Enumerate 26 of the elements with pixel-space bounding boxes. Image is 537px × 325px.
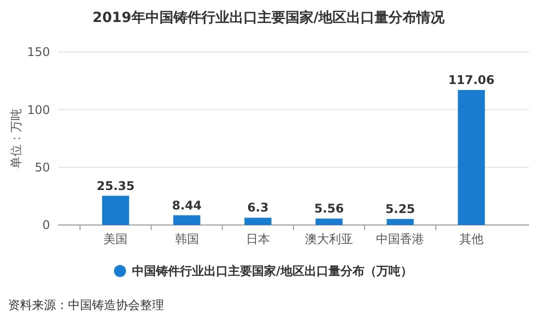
bar (316, 218, 343, 225)
x-tick-label: 中国香港 (376, 232, 424, 246)
x-tick-label: 其他 (459, 232, 484, 246)
text: 资料来源：中国铸造协会整理 (8, 298, 164, 312)
x-tick-label: 美国 (104, 232, 128, 246)
x-tick-label: 日本 (246, 232, 270, 246)
data-label: 25.35 (96, 178, 135, 193)
bar (102, 196, 130, 225)
y-tick-label: 0 (42, 218, 50, 232)
data-label: 6.3 (247, 200, 269, 215)
data-label: 8.44 (172, 198, 202, 212)
y-tick-label: 100 (27, 102, 50, 117)
bar (173, 215, 200, 225)
x-tick-label: 澳大利亚 (305, 232, 354, 246)
bar (244, 218, 272, 225)
legend-label: 中国铸件行业出口主要国家/地区出口量分布（万吨） (132, 264, 412, 278)
data-label: 117.06 (448, 72, 495, 87)
y-axis-title: 单位：万吨 (9, 108, 23, 168)
chart-title: 2019年中国铸件行业出口主要国家/地区出口量分布情况 (92, 9, 446, 26)
data-label: 5.25 (385, 202, 416, 216)
x-tick-label: 韩国 (174, 232, 199, 246)
bar (458, 90, 485, 225)
y-tick-label: 150 (27, 45, 50, 60)
y-tick-label: 50 (34, 160, 50, 175)
data-label: 5.56 (314, 202, 344, 216)
bar (386, 218, 414, 225)
